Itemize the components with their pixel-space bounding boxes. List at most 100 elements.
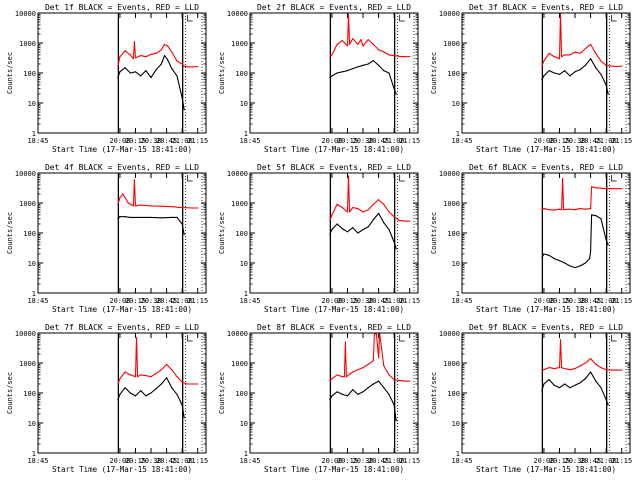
detector-panel: Det 5f BLACK = Events, RED = LLD 1 10 100 10…	[218, 163, 420, 314]
y-axis-label: Counts/sec	[218, 372, 226, 414]
detector-panel: Det 6f BLACK = Events, RED = LLD 1 10 100 10…	[430, 163, 632, 314]
x-tick-label: 20:30	[564, 137, 585, 145]
x-tick-label: 18:45	[451, 137, 472, 145]
lld-point	[615, 65, 618, 68]
lld-point	[329, 380, 331, 382]
events-point	[167, 59, 169, 61]
lld-point	[197, 207, 199, 209]
lld-point	[605, 188, 607, 190]
lld-point	[181, 63, 183, 65]
lld-point	[584, 362, 587, 364]
y-tick-label: 10000	[439, 10, 460, 18]
x-tick-label: 18:45	[239, 137, 260, 145]
x-tick-label: 21:00	[384, 297, 405, 305]
lld-point	[171, 51, 173, 53]
lld-point	[590, 43, 592, 46]
lld-point	[145, 375, 147, 377]
x-tick-label: 21:15	[611, 297, 632, 305]
end-bracket-mark	[611, 15, 617, 22]
lld-point	[362, 367, 364, 369]
lld-point	[383, 51, 385, 53]
lld-point	[553, 368, 555, 370]
events-point	[564, 70, 566, 72]
y-tick-label: 10	[28, 420, 36, 428]
lld-point	[398, 380, 400, 382]
lld-point	[145, 56, 147, 58]
lld-point	[398, 220, 400, 222]
events-point	[367, 226, 369, 228]
events-point	[341, 71, 343, 73]
y-tick-label: 100	[235, 390, 248, 398]
lld-point	[584, 208, 587, 210]
lld-point	[117, 65, 119, 67]
lld-point	[564, 368, 566, 370]
events-point	[558, 73, 561, 75]
events-point	[595, 380, 597, 382]
x-tick-label: 20:30	[564, 457, 585, 465]
events-point	[558, 387, 561, 389]
events-point	[155, 69, 157, 71]
y-tick-label: 10	[28, 260, 36, 268]
events-point	[336, 391, 338, 393]
lld-point	[346, 45, 349, 47]
events-point	[119, 71, 121, 73]
events-point	[183, 109, 185, 111]
events-point	[600, 73, 602, 75]
panel-title: Det 4f BLACK = Events, RED = LLD	[45, 163, 199, 172]
y-tick-label: 1000	[443, 40, 460, 48]
x-axis-label: Start Time (17-Mar-15 18:41:00)	[476, 145, 616, 154]
y-tick-label: 1000	[19, 200, 36, 208]
x-tick-label: 18:45	[27, 297, 48, 305]
lld-point	[367, 363, 369, 365]
lld-point	[569, 54, 571, 56]
x-tick-label: 21:00	[172, 297, 193, 305]
lld-point	[134, 205, 137, 207]
y-axis-label: Counts/sec	[430, 52, 438, 94]
x-tick-label: 20:45	[580, 137, 601, 145]
events-series-line	[329, 212, 397, 249]
y-tick-label: 10000	[227, 330, 248, 338]
y-tick-label: 100	[447, 70, 460, 78]
x-tick-label: 20:15	[125, 137, 146, 145]
lld-point	[197, 65, 199, 68]
lld-point	[388, 211, 390, 213]
panel-title: Det 8f BLACK = Events, RED = LLD	[257, 323, 411, 332]
x-tick-label: 20:30	[352, 137, 373, 145]
events-point	[176, 393, 178, 395]
lld-point	[367, 39, 369, 41]
y-axis-label: Counts/sec	[6, 52, 14, 94]
events-point	[367, 63, 369, 65]
events-point	[145, 70, 147, 72]
lld-point	[137, 376, 139, 378]
events-point	[150, 392, 152, 394]
y-tick-label: 100	[235, 70, 248, 78]
x-axis-label: Start Time (17-Mar-15 18:41:00)	[476, 465, 616, 474]
x-tick-label: 21:00	[596, 137, 617, 145]
x-tick-label: 20:45	[156, 457, 177, 465]
lld-series-line	[117, 41, 198, 68]
lld-point	[393, 216, 395, 218]
x-tick-label: 20:00	[533, 137, 554, 145]
lld-point	[403, 56, 406, 58]
events-point	[331, 75, 333, 77]
events-point	[579, 382, 581, 384]
events-point	[553, 72, 555, 74]
events-point	[378, 380, 380, 382]
events-point	[362, 391, 364, 393]
lld-point	[119, 378, 121, 380]
events-point	[124, 67, 126, 69]
x-tick-label: 20:00	[109, 137, 130, 145]
y-tick-label: 1000	[19, 360, 36, 368]
events-point	[590, 371, 592, 373]
lld-point	[186, 66, 188, 68]
events-point	[548, 379, 550, 381]
events-point	[331, 395, 333, 397]
y-tick-label: 10	[240, 420, 248, 428]
x-tick-label: 18:45	[451, 457, 472, 465]
end-bracket-mark	[611, 175, 617, 182]
x-tick-label: 21:00	[172, 457, 193, 465]
events-series-line	[117, 216, 185, 235]
lld-point	[119, 56, 121, 58]
lld-point	[595, 363, 597, 365]
